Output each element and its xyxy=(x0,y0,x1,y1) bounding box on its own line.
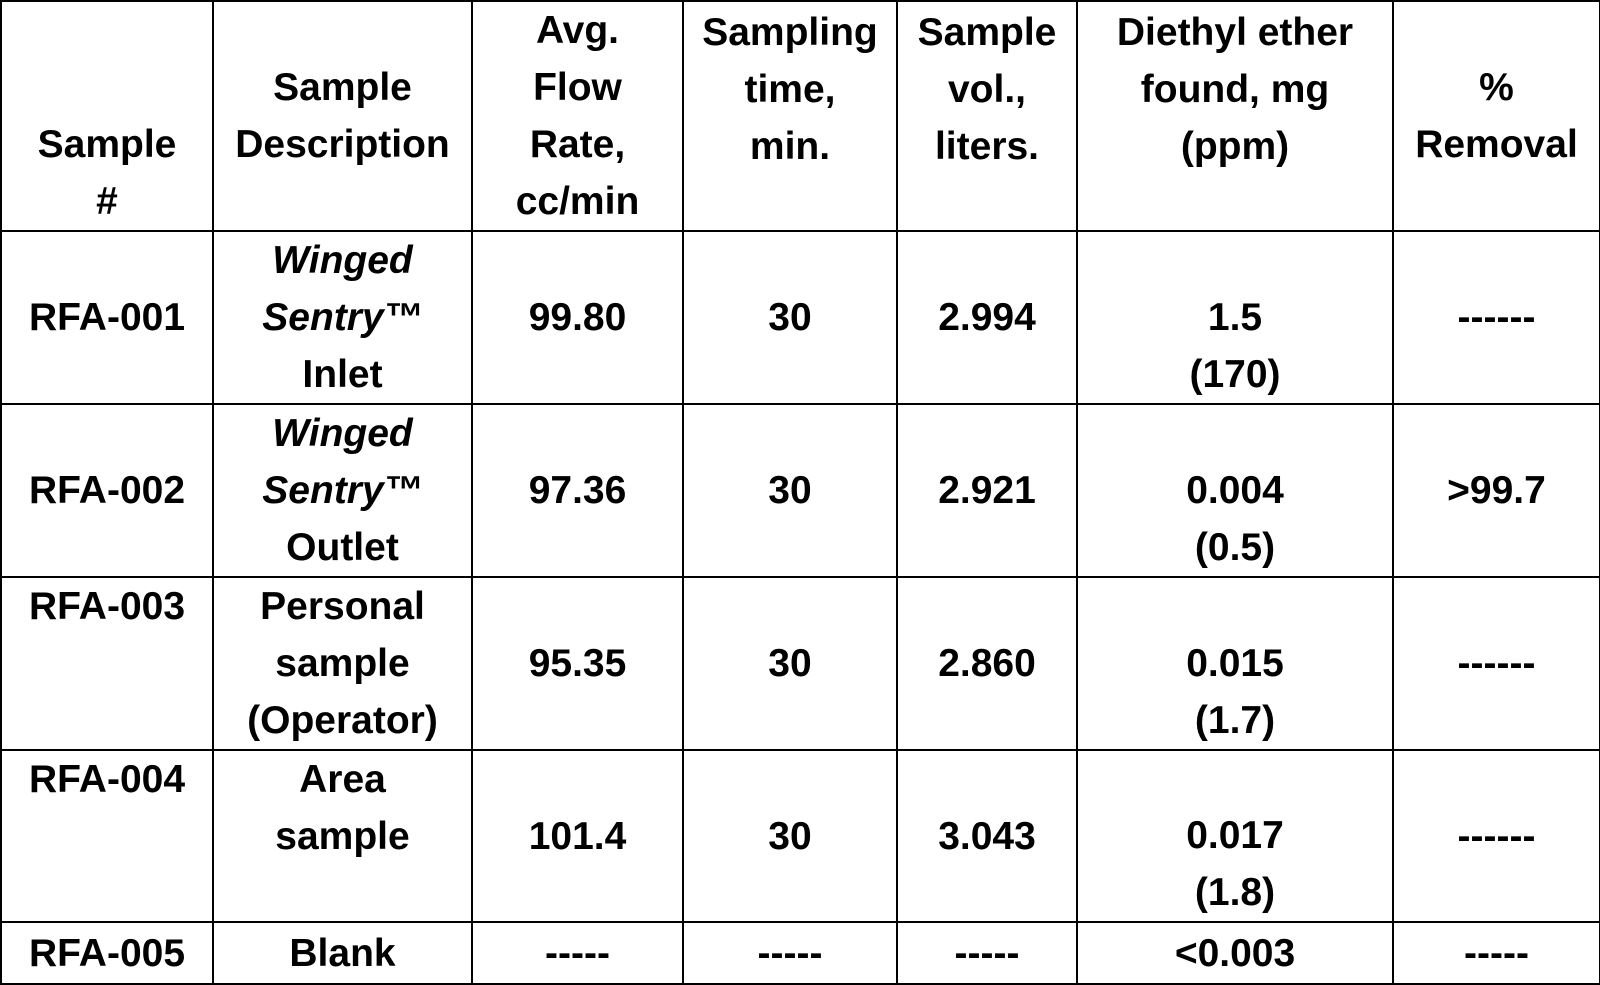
sample-description-cell: Blank xyxy=(212,921,473,985)
header-percent-removal: % Removal xyxy=(1392,0,1600,232)
sample-description-cell: Winged Sentry™ Outlet xyxy=(212,403,473,578)
sampling-time-cell: 30 xyxy=(682,749,898,923)
sample-description-cell: Personal sample (Operator) xyxy=(212,576,473,751)
sample-id-cell: RFA-004 xyxy=(0,749,214,923)
header-diethyl-ether-found: Diethyl ether found, mg (ppm) xyxy=(1076,0,1394,232)
flow-rate-cell: ----- xyxy=(471,921,684,985)
sampling-time-cell: ----- xyxy=(682,921,898,985)
sample-description-cell: Area sample xyxy=(212,749,473,923)
header-row: Sample # Sample Description Avg. Flow Ra… xyxy=(0,0,1600,232)
ether-found-cell: 0.017 (1.8) xyxy=(1076,749,1394,923)
sample-volume-cell: 2.921 xyxy=(896,403,1078,578)
sample-id-cell: RFA-001 xyxy=(0,230,214,405)
table-row: RFA-003 Personal sample (Operator) 95.35… xyxy=(0,576,1600,751)
flow-rate-cell: 99.80 xyxy=(471,230,684,405)
sample-description-cell: Winged Sentry™ Inlet xyxy=(212,230,473,405)
removal-cell: ------ xyxy=(1392,576,1600,751)
header-sample-number: Sample # xyxy=(0,0,214,232)
header-avg-flow-rate: Avg. Flow Rate, cc/min xyxy=(471,0,684,232)
removal-cell: ------ xyxy=(1392,749,1600,923)
removal-cell: >99.7 xyxy=(1392,403,1600,578)
table-row: RFA-001 Winged Sentry™ Inlet 99.80 30 2.… xyxy=(0,230,1600,405)
removal-cell: ----- xyxy=(1392,921,1600,985)
flow-rate-cell: 97.36 xyxy=(471,403,684,578)
header-sample-description: Sample Description xyxy=(212,0,473,232)
removal-cell: ------ xyxy=(1392,230,1600,405)
sampling-time-cell: 30 xyxy=(682,230,898,405)
sample-volume-cell: 2.994 xyxy=(896,230,1078,405)
flow-rate-cell: 101.4 xyxy=(471,749,684,923)
ether-found-cell: 0.015 (1.7) xyxy=(1076,576,1394,751)
sample-id-cell: RFA-002 xyxy=(0,403,214,578)
table-row: RFA-005 Blank ----- ----- ----- <0.003 -… xyxy=(0,921,1600,985)
sampling-time-cell: 30 xyxy=(682,576,898,751)
sample-volume-cell: ----- xyxy=(896,921,1078,985)
header-sampling-time: Sampling time, min. xyxy=(682,0,898,232)
table-row: RFA-002 Winged Sentry™ Outlet 97.36 30 2… xyxy=(0,403,1600,578)
sample-id-cell: RFA-005 xyxy=(0,921,214,985)
sampling-time-cell: 30 xyxy=(682,403,898,578)
ether-found-cell: <0.003 xyxy=(1076,921,1394,985)
flow-rate-cell: 95.35 xyxy=(471,576,684,751)
ether-found-cell: 0.004 (0.5) xyxy=(1076,403,1394,578)
sample-volume-cell: 3.043 xyxy=(896,749,1078,923)
sample-id-cell: RFA-003 xyxy=(0,576,214,751)
sample-volume-cell: 2.860 xyxy=(896,576,1078,751)
table-row: RFA-004 Area sample 101.4 30 3.043 0.017… xyxy=(0,749,1600,923)
ether-found-cell: 1.5 (170) xyxy=(1076,230,1394,405)
header-sample-volume: Sample vol., liters. xyxy=(896,0,1078,232)
